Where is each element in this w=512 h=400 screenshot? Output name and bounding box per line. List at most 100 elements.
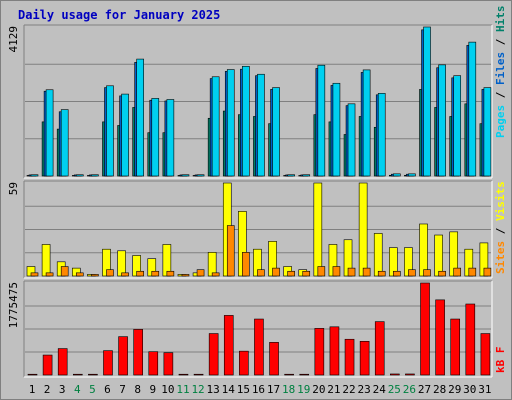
x-tick-label-29: 29 xyxy=(448,383,461,396)
bar-hits-20 xyxy=(317,64,326,177)
bar-kbf-18 xyxy=(284,373,294,376)
bar-visits-5 xyxy=(91,274,99,277)
bar-visits-14 xyxy=(226,225,235,277)
bar-hits-24 xyxy=(377,93,386,177)
bar-visits-28 xyxy=(438,270,446,277)
bar-visits-29 xyxy=(453,267,462,277)
bar-kbf-3 xyxy=(57,348,68,376)
bar-kbf-27 xyxy=(420,282,430,376)
bar-kbf-12 xyxy=(193,373,204,376)
bar-visits-22 xyxy=(347,267,356,277)
bar-hits-31 xyxy=(483,87,492,177)
bar-hits-13 xyxy=(211,76,220,177)
bar-kbf-2 xyxy=(42,354,53,376)
bar-hits-7 xyxy=(121,93,129,177)
x-tick-label-23: 23 xyxy=(358,383,371,396)
x-tick-label-1: 1 xyxy=(29,383,36,396)
bar-hits-25 xyxy=(393,173,401,177)
x-tick-label-4: 4 xyxy=(74,383,81,396)
x-tick-label-10: 10 xyxy=(161,383,174,396)
x-tick-label-20: 20 xyxy=(312,383,325,396)
x-tick-label-27: 27 xyxy=(418,383,431,396)
x-tick-label-19: 19 xyxy=(297,383,310,396)
legend-files: Files xyxy=(494,52,507,85)
bar-visits-7 xyxy=(121,272,129,277)
bar-hits-14 xyxy=(226,69,235,177)
bar-visits-17 xyxy=(272,267,280,277)
legend-visits: Visits xyxy=(494,181,507,221)
x-tick-label-16: 16 xyxy=(252,383,265,396)
bar-hits-3 xyxy=(60,109,69,177)
bar-visits-27 xyxy=(423,269,431,277)
bar-visits-6 xyxy=(106,269,114,277)
legend-visits-panel: Sites / Visits xyxy=(494,181,507,274)
x-tick-label-6: 6 xyxy=(104,383,111,396)
bar-sites-27 xyxy=(419,223,428,277)
bar-sites-20 xyxy=(313,182,323,277)
bar-visits-26 xyxy=(408,269,416,277)
bar-visits-11 xyxy=(181,274,190,277)
x-tick-label-11: 11 xyxy=(176,383,189,396)
bar-hits-16 xyxy=(257,73,265,177)
bar-kbf-31 xyxy=(480,333,491,376)
panel-kbf-ymax-label: 1775475 xyxy=(7,282,20,328)
bar-hits-29 xyxy=(453,75,462,177)
bar-hits-22 xyxy=(347,103,356,177)
x-tick-label-22: 22 xyxy=(342,383,355,396)
bar-visits-24 xyxy=(377,270,386,277)
bar-kbf-16 xyxy=(254,318,264,376)
bar-visits-15 xyxy=(242,252,250,277)
bar-sites-7 xyxy=(117,250,126,277)
bar-kbf-1 xyxy=(27,373,38,376)
bar-kbf-26 xyxy=(405,373,415,376)
bar-hits-30 xyxy=(468,41,477,177)
bar-kbf-11 xyxy=(178,373,189,376)
bar-kbf-24 xyxy=(374,321,385,376)
legend-sites: Sites xyxy=(494,241,507,274)
bar-sites-23 xyxy=(358,182,368,277)
bar-visits-25 xyxy=(393,270,401,277)
x-tick-label-18: 18 xyxy=(282,383,295,396)
bar-visits-12 xyxy=(196,269,205,277)
bar-visits-30 xyxy=(468,267,477,277)
bar-kbf-5 xyxy=(88,373,98,376)
x-tick-label-13: 13 xyxy=(207,383,220,396)
x-tick-label-2: 2 xyxy=(44,383,51,396)
bar-visits-3 xyxy=(60,266,69,277)
bar-hits-1 xyxy=(30,174,39,177)
legend-hits-panel: Pages / Files / Hits xyxy=(494,6,507,139)
x-tick-label-5: 5 xyxy=(89,383,96,396)
x-tick-label-24: 24 xyxy=(373,383,387,396)
bar-kbf-23 xyxy=(359,341,370,376)
bar-hits-8 xyxy=(136,58,144,177)
bar-visits-16 xyxy=(257,269,265,277)
bar-hits-18 xyxy=(287,174,295,177)
legend-kbf: kB F xyxy=(494,347,507,374)
bar-kbf-6 xyxy=(103,350,113,376)
bar-kbf-13 xyxy=(208,333,219,376)
x-tick-label-12: 12 xyxy=(191,383,204,396)
legend-hits: Hits xyxy=(494,6,507,33)
bar-hits-6 xyxy=(106,85,114,177)
bar-hits-27 xyxy=(423,26,431,177)
x-tick-label-17: 17 xyxy=(267,383,280,396)
bar-kbf-28 xyxy=(435,299,445,376)
bar-kbf-4 xyxy=(72,373,83,376)
bar-hits-4 xyxy=(75,174,84,177)
bar-visits-31 xyxy=(483,267,492,277)
bar-hits-11 xyxy=(181,174,190,177)
bar-visits-1 xyxy=(30,272,39,277)
bar-visits-9 xyxy=(151,270,160,277)
bar-kbf-19 xyxy=(299,373,310,376)
bar-visits-23 xyxy=(362,267,371,277)
bar-kbf-22 xyxy=(344,338,355,376)
panel-hits-ymax-label: 4129 xyxy=(7,26,20,53)
bar-hits-28 xyxy=(438,64,446,177)
x-tick-label-3: 3 xyxy=(59,383,66,396)
bar-sites-2 xyxy=(41,244,51,277)
bar-visits-20 xyxy=(317,266,326,277)
bar-hits-17 xyxy=(272,87,280,177)
bar-hits-5 xyxy=(91,174,99,177)
